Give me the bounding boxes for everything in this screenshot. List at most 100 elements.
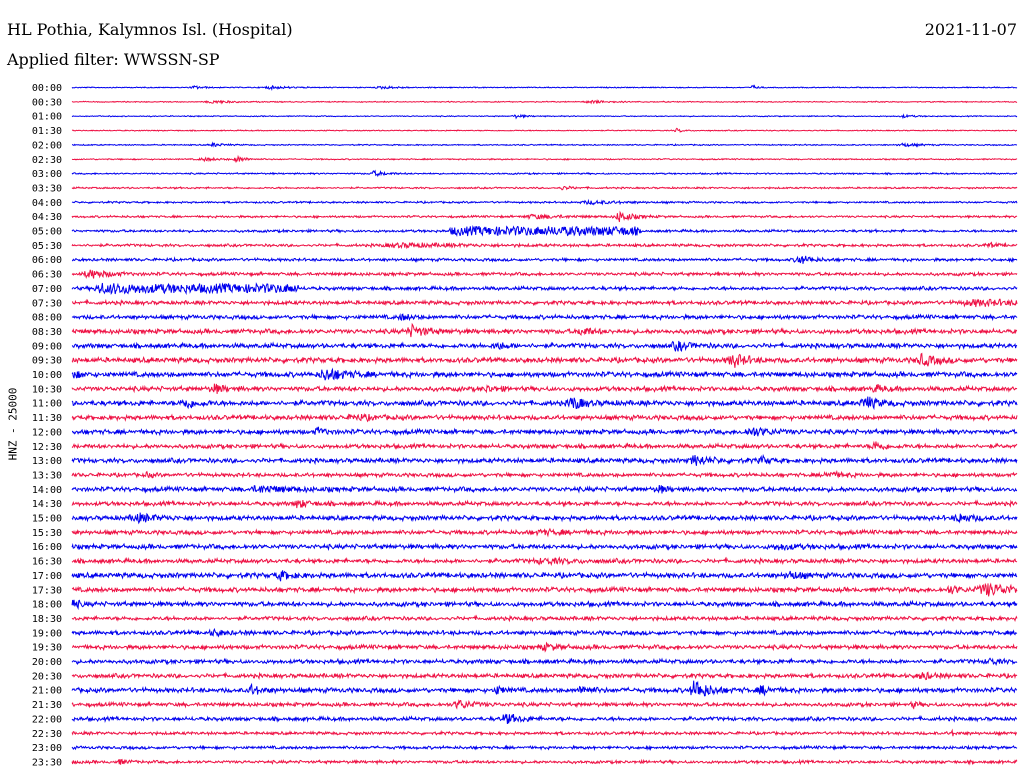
time-tick-label: 10:30 [32,384,62,395]
trace-line [71,367,1018,381]
trace-line [71,453,1018,466]
time-tick-label: 22:00 [32,714,62,725]
time-tick-label: 15:30 [32,528,62,539]
time-tick-label: 18:30 [32,614,62,625]
trace-line [71,298,1018,308]
trace-line [71,713,1018,725]
trace-line [71,542,1018,552]
time-tick-label: 02:30 [32,155,62,166]
trace-line [71,570,1018,582]
trace-line [71,255,1018,264]
trace-line [71,282,1018,296]
time-tick-label: 09:30 [32,356,62,367]
time-tick-label: 14:30 [32,499,62,510]
time-tick-label: 00:30 [32,97,62,108]
trace-line [71,169,1018,178]
time-tick-label: 17:30 [32,585,62,596]
trace-line [71,527,1018,538]
trace-line [71,699,1018,710]
time-tick-label: 03:30 [32,183,62,194]
time-tick-label: 06:00 [32,255,62,266]
time-tick-label: 05:30 [32,241,62,252]
trace-line [71,627,1018,638]
time-tick-label: 02:00 [32,140,62,151]
time-tick-label: 06:30 [32,270,62,281]
trace-line [71,440,1018,451]
trace-line [71,340,1018,353]
time-tick-label: 20:30 [32,671,62,682]
time-tick-label: 05:00 [32,227,62,238]
time-tick-label: 13:00 [32,456,62,467]
time-tick-label: 00:00 [32,83,62,94]
time-tick-label: 19:30 [32,643,62,654]
time-tick-label: 14:00 [32,485,62,496]
time-tick-label: 13:30 [32,470,62,481]
time-tick-label: 16:30 [32,557,62,568]
trace-line [71,582,1018,597]
time-tick-label: 23:00 [32,743,62,754]
trace-line [71,512,1018,525]
time-tick-label: 21:30 [32,700,62,711]
time-tick-label: 11:00 [32,399,62,410]
trace-line [71,499,1018,509]
trace-line [71,352,1018,368]
trace-line [71,154,1018,164]
time-tick-label: 11:30 [32,413,62,424]
time-tick-label: 08:00 [32,313,62,324]
filter-label: Applied filter: WWSSN-SP [7,50,220,69]
trace-line [71,322,1018,338]
time-tick-label: 08:30 [32,327,62,338]
trace-line [71,556,1018,567]
trace-line [71,599,1018,611]
time-tick-label: 07:00 [32,284,62,295]
trace-line [71,396,1018,411]
trace-line [71,614,1018,623]
trace-line [71,671,1018,681]
trace-line [71,141,1018,148]
time-tick-label: 04:30 [32,212,62,223]
trace-line [71,657,1018,666]
time-tick-label: 07:30 [32,298,62,309]
time-tick-label: 12:00 [32,427,62,438]
trace-line [71,127,1018,133]
time-tick-label: 04:00 [32,198,62,209]
time-tick-label: 22:30 [32,729,62,740]
time-tick-label: 12:30 [32,442,62,453]
trace-line [71,210,1018,223]
time-tick-label: 15:00 [32,514,62,525]
trace-line [71,758,1018,766]
time-tick-label: 09:00 [32,341,62,352]
trace-line [71,84,1018,91]
trace-line [71,185,1018,191]
time-tick-label: 01:00 [32,112,62,123]
trace-line [71,728,1017,737]
time-tick-label: 16:00 [32,542,62,553]
date-label: 2021-11-07 [924,20,1017,39]
trace-line [71,98,1018,105]
trace-line [71,641,1018,653]
trace-line [71,224,1018,237]
time-tick-label: 01:30 [32,126,62,137]
trace-line [71,269,1018,280]
trace-line [71,469,1018,480]
trace-line [71,241,1018,250]
time-tick-label: 21:00 [32,686,62,697]
trace-line [71,383,1018,394]
time-tick-label: 18:00 [32,600,62,611]
trace-line [71,313,1018,322]
time-tick-label: 17:00 [32,571,62,582]
station-title: HL Pothia, Kalymnos Isl. (Hospital) [7,20,293,39]
trace-line [71,113,1018,120]
time-tick-label: 10:00 [32,370,62,381]
trace-line [71,744,1018,751]
time-tick-label: 03:00 [32,169,62,180]
time-tick-label: 19:00 [32,628,62,639]
trace-line [72,426,1018,437]
trace-line [71,413,1018,423]
time-tick-label: 20:00 [32,657,62,668]
time-tick-label: 23:30 [32,757,62,768]
trace-line [71,198,1018,206]
trace-line [71,484,1018,494]
trace-line [71,680,1018,697]
